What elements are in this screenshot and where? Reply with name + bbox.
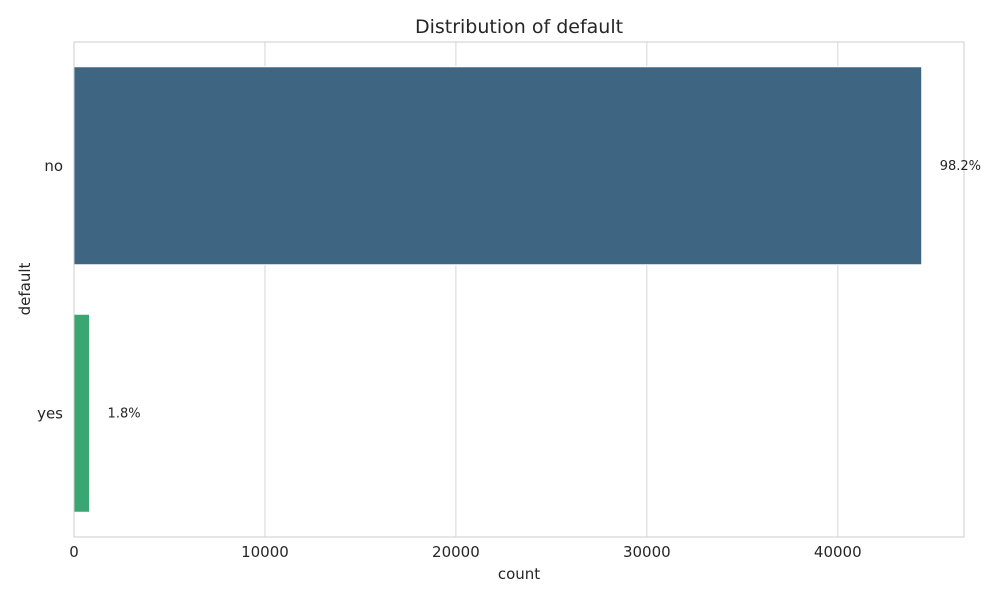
data-labels: 98.2% 1.8% xyxy=(108,159,981,422)
x-tick-label: 40000 xyxy=(814,543,862,561)
chart-title: Distribution of default xyxy=(415,16,623,38)
x-tick-label: 30000 xyxy=(623,543,671,561)
plot-frame xyxy=(73,41,965,538)
y-tick-labels: no yes xyxy=(37,157,63,423)
y-tick-label: yes xyxy=(37,404,63,422)
data-label-no: 98.2% xyxy=(940,159,981,174)
x-tick-label: 10000 xyxy=(241,543,289,561)
x-tick-label: 20000 xyxy=(432,543,480,561)
x-axis-label: count xyxy=(498,565,540,583)
x-tick-label: 0 xyxy=(69,543,79,561)
data-label-yes: 1.8% xyxy=(108,406,141,421)
y-axis-label: default xyxy=(16,262,34,315)
bar-yes xyxy=(73,313,91,513)
x-tick-labels: 0 10000 20000 30000 40000 xyxy=(69,543,861,561)
y-tick-label: no xyxy=(44,157,63,175)
bar-no xyxy=(73,66,923,266)
